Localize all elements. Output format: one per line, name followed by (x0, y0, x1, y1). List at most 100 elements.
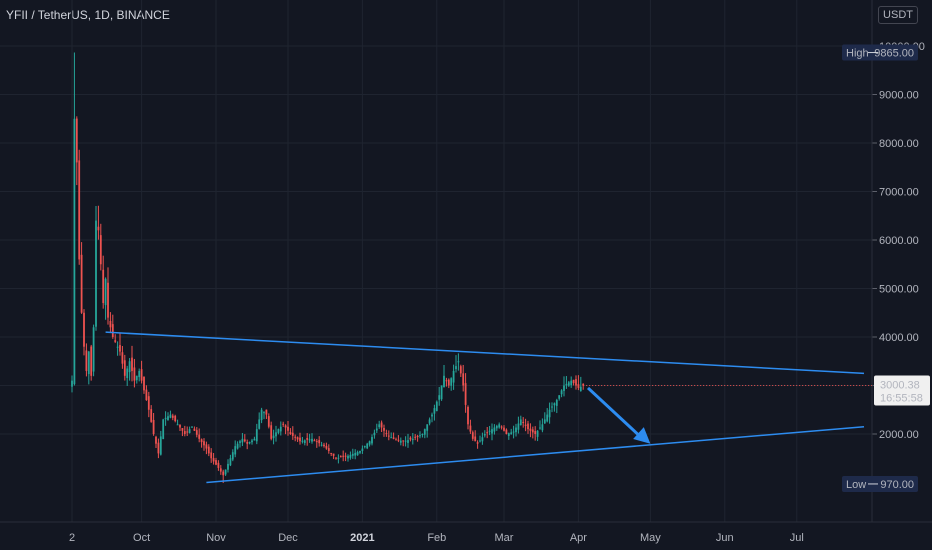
candle-body (474, 436, 477, 442)
candle-body (85, 350, 88, 371)
candle-body (138, 370, 141, 378)
candle-body (119, 345, 121, 352)
x-tick-label: 2021 (350, 532, 374, 544)
low-marker-box (842, 475, 918, 492)
candle-body (143, 376, 145, 391)
candle-body (327, 448, 330, 451)
candle-body (313, 440, 316, 442)
candle-body (500, 426, 503, 428)
candle-body (507, 433, 510, 436)
candle-body (390, 437, 393, 439)
candle-body (548, 409, 551, 418)
candle-body (335, 457, 337, 459)
candle-body (378, 424, 381, 428)
candle-body (486, 432, 489, 434)
time-axis[interactable]: 2 Oct Nov Dec 2021 Feb Mar Apr May Jun Jul (0, 521, 932, 544)
candle-body (131, 357, 133, 371)
candle-body (354, 452, 357, 456)
candle-body (428, 419, 431, 424)
trendlines[interactable] (105, 331, 865, 484)
candle-body (543, 419, 546, 424)
candle-body (539, 427, 541, 429)
candle-body (395, 439, 397, 441)
candle-body (195, 430, 198, 435)
candle-body (431, 414, 433, 417)
candle-body (229, 458, 232, 466)
forecast-arrow-head[interactable] (633, 427, 651, 444)
candle-body (95, 220, 97, 327)
candle-body (296, 437, 299, 440)
x-tick-label: Feb (427, 532, 446, 544)
trendline-upper[interactable] (105, 331, 865, 375)
candle-body (342, 455, 345, 457)
candle-body (306, 438, 309, 440)
candle-body (179, 424, 181, 428)
candle-body (531, 429, 534, 433)
candle-body (445, 380, 448, 382)
candle-body (443, 375, 445, 388)
high-marker-box (842, 44, 918, 61)
candle-body (224, 469, 227, 475)
candle-body (582, 383, 585, 386)
candle-body (222, 471, 225, 476)
x-tick-label: Mar (495, 532, 514, 544)
candle-body (421, 434, 424, 435)
currency-badge[interactable]: USDT (878, 6, 918, 24)
candle-body (565, 383, 568, 386)
candle-body (147, 396, 150, 410)
candlesticks (71, 52, 585, 483)
candle-body (457, 361, 460, 363)
candle-body (469, 425, 472, 432)
candle-body (493, 427, 496, 432)
candle-body (203, 441, 205, 446)
candle-body (284, 425, 287, 428)
candle-body (488, 430, 491, 432)
candle-body (570, 380, 573, 386)
candle-body (92, 327, 95, 372)
candle-body (339, 456, 342, 458)
candle-body (551, 406, 553, 408)
candle-body (452, 370, 455, 383)
candle-body (294, 436, 297, 438)
candle-body (207, 446, 210, 454)
candle-body (80, 254, 83, 313)
candle-body (534, 431, 537, 434)
candle-body (71, 380, 73, 387)
x-tick-label: Nov (206, 532, 226, 544)
candle-body (330, 452, 333, 454)
candle-body (476, 442, 479, 444)
x-tick-label: 2 (69, 532, 75, 544)
candle-body (205, 444, 208, 449)
candle-body (270, 425, 273, 439)
candle-body (164, 417, 167, 420)
y-tick-label: 7000.00 (879, 187, 919, 199)
candle-body (519, 419, 522, 426)
candle-body (481, 437, 484, 442)
candle-body (555, 400, 558, 406)
candle-body (258, 419, 261, 429)
forecast-arrow[interactable] (586, 386, 642, 438)
price-axis[interactable]: 2000.003000.004000.005000.006000.007000.… (871, 0, 925, 522)
high-marker-label: High (846, 48, 869, 60)
candle-body (167, 416, 169, 421)
x-tick-label: Apr (570, 532, 587, 544)
candle-body (279, 426, 282, 432)
candle-body (383, 427, 385, 431)
candle-body (572, 379, 575, 384)
candle-body (491, 429, 493, 434)
candle-body (140, 369, 143, 381)
candle-body (260, 409, 263, 421)
candle-body (162, 419, 165, 440)
candle-body (435, 401, 438, 412)
candle-body (385, 433, 388, 435)
candle-body (126, 368, 129, 378)
trendline-lower[interactable] (206, 425, 865, 484)
candle-body (174, 415, 177, 422)
candle-body (467, 406, 469, 425)
candle-body (200, 439, 203, 443)
y-tick-label: 6000.00 (879, 235, 919, 247)
candle-body (455, 366, 457, 370)
candle-body (152, 419, 155, 434)
candle-body (159, 436, 162, 455)
